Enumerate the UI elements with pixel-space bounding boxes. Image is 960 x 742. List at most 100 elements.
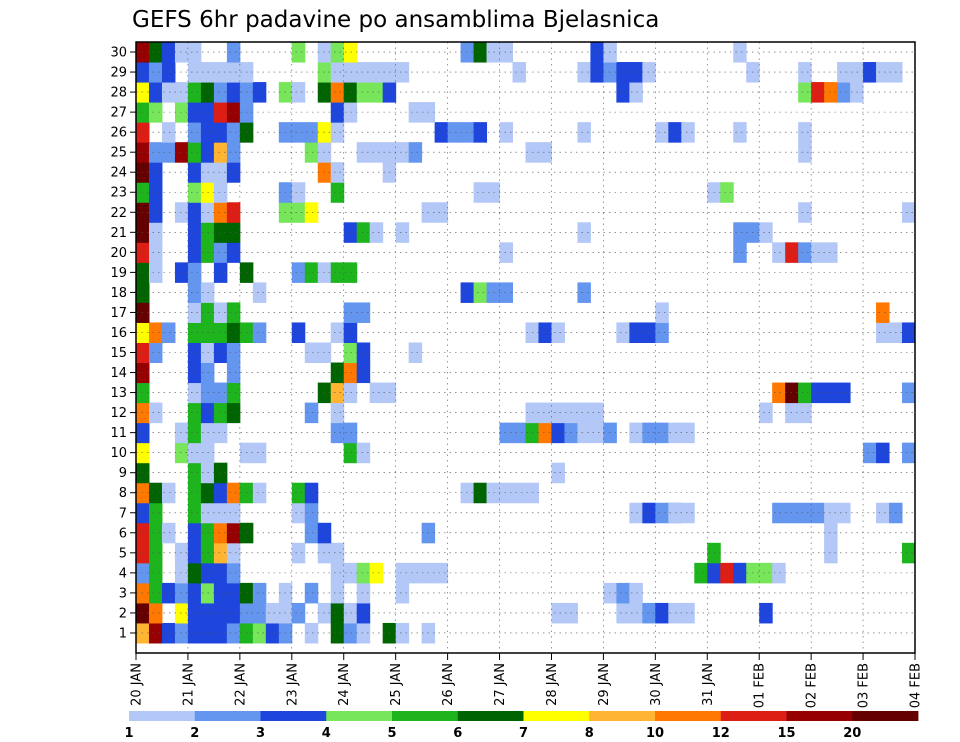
x-tick-label: 29 JAN <box>597 663 612 706</box>
heatmap-cell <box>187 262 202 283</box>
x-tick-label: 28 JAN <box>545 663 560 706</box>
heatmap-cell <box>499 482 514 504</box>
heatmap-cell <box>343 82 358 103</box>
heatmap-cell <box>148 622 163 644</box>
heatmap-cell <box>408 342 423 364</box>
heatmap-cell <box>590 402 604 424</box>
heatmap-cell <box>187 202 202 223</box>
colorbar-tick-label: 12 <box>712 726 730 741</box>
heatmap-cell <box>551 462 565 484</box>
y-tick-label: 27 <box>110 106 127 121</box>
y-tick-label: 29 <box>110 66 127 81</box>
heatmap-cell <box>616 602 630 624</box>
heatmap-cell <box>473 42 488 63</box>
heatmap-cell <box>538 422 552 444</box>
heatmap-cell <box>226 362 241 384</box>
heatmap-cell <box>187 562 202 584</box>
heatmap-cell <box>317 542 332 564</box>
heatmap-cell <box>252 622 267 644</box>
heatmap-cell <box>369 82 384 103</box>
heatmap-cell <box>291 482 306 504</box>
heatmap-cell <box>616 582 630 604</box>
heatmap-cell <box>356 222 371 243</box>
heatmap-cell <box>174 202 189 223</box>
y-tick-label: 16 <box>110 326 127 341</box>
heatmap-cell <box>252 282 267 303</box>
heatmap-cell <box>720 182 734 203</box>
colorbar-tick-label: 15 <box>777 726 795 741</box>
y-tick-label: 28 <box>110 86 127 101</box>
heatmap-cell <box>824 542 838 564</box>
heatmap-cell <box>876 322 890 343</box>
heatmap-cell <box>226 342 241 364</box>
heatmap-cell <box>226 302 241 323</box>
heatmap-cell <box>148 582 163 604</box>
heatmap-cell <box>343 602 358 624</box>
heatmap-cell <box>837 62 851 83</box>
heatmap-cell <box>291 42 306 63</box>
heatmap-cell <box>759 402 773 424</box>
y-tick-label: 20 <box>110 246 127 261</box>
heatmap-cell <box>512 62 526 83</box>
heatmap-cell <box>343 562 358 584</box>
heatmap-cell <box>356 302 371 323</box>
heatmap-cell <box>291 502 306 524</box>
heatmap-cell <box>213 182 228 203</box>
heatmap-cell <box>187 602 202 624</box>
heatmap-cell <box>187 82 202 103</box>
heatmap-cell <box>291 322 306 343</box>
heatmap-cell <box>499 422 514 444</box>
y-tick-label: 12 <box>110 406 127 421</box>
heatmap-cell <box>356 562 371 584</box>
heatmap-cell <box>824 242 838 263</box>
x-tick-label: 26 JAN <box>441 663 456 706</box>
heatmap-cell <box>317 262 332 283</box>
heatmap-cell <box>343 382 358 404</box>
heatmap-cell <box>187 502 202 524</box>
heatmap-cell <box>733 42 747 63</box>
heatmap-cell <box>148 62 163 83</box>
heatmap-cell <box>655 322 669 343</box>
heatmap-cell <box>473 122 488 143</box>
heatmap-cell <box>577 122 591 143</box>
heatmap-cell <box>551 402 565 424</box>
y-tick-label: 21 <box>110 226 127 241</box>
heatmap-cell <box>408 562 423 584</box>
heatmap-cell <box>616 62 630 83</box>
heatmap-cell <box>291 122 306 143</box>
heatmap-cell <box>226 122 241 143</box>
heatmap-cell <box>213 622 228 644</box>
heatmap-cell <box>577 62 591 83</box>
heatmap-cell <box>356 442 371 464</box>
heatmap-cell <box>343 42 358 63</box>
heatmap-cell <box>148 242 163 263</box>
heatmap-cell <box>291 262 306 283</box>
heatmap-cell <box>330 62 345 83</box>
heatmap-cell <box>577 402 591 424</box>
heatmap-cell <box>902 382 916 404</box>
heatmap-cell <box>174 562 189 584</box>
heatmap-cell <box>187 122 202 143</box>
heatmap-cell <box>213 482 228 504</box>
heatmap-cell <box>226 42 241 63</box>
heatmap-cell <box>148 482 163 504</box>
heatmap-cell <box>824 522 838 544</box>
heatmap-cell <box>330 122 345 143</box>
heatmap-cell <box>538 142 552 163</box>
heatmap-cell <box>226 562 241 584</box>
heatmap-cell <box>213 522 228 544</box>
heatmap-cell <box>798 202 812 223</box>
y-tick-label: 14 <box>110 366 127 381</box>
colorbar-tick-label: 4 <box>322 726 331 741</box>
heatmap-cell <box>343 322 358 343</box>
heatmap-cell <box>577 422 591 444</box>
heatmap-cell <box>902 322 916 343</box>
x-tick-label: 30 JAN <box>649 663 664 706</box>
heatmap-cell <box>226 222 241 243</box>
heatmap-cell <box>213 322 228 343</box>
heatmap-cell <box>798 402 812 424</box>
colorbar-segment <box>523 711 590 721</box>
heatmap-cell <box>655 122 669 143</box>
heatmap-cell <box>798 382 812 404</box>
heatmap-cell <box>213 542 228 564</box>
